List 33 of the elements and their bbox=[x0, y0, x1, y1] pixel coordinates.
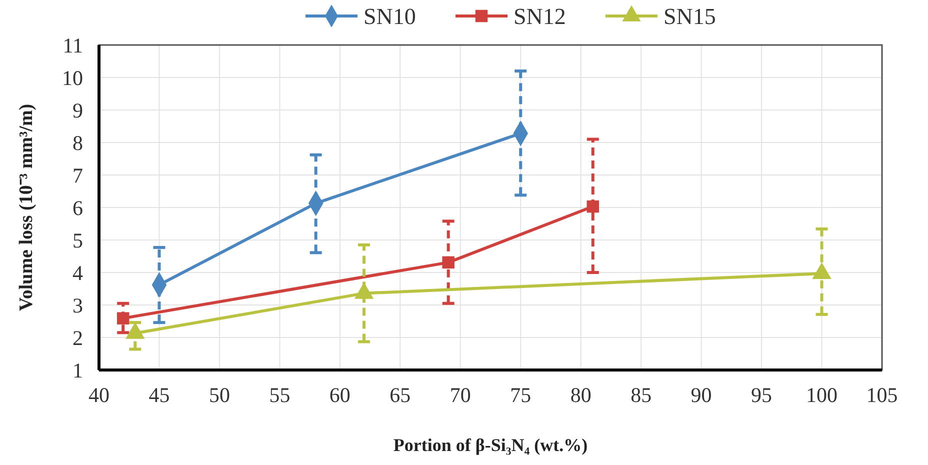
y-tick-label: 5 bbox=[72, 228, 83, 252]
y-tick-label: 7 bbox=[72, 163, 83, 188]
x-tick-label: 55 bbox=[269, 383, 290, 407]
x-tick-label: 50 bbox=[208, 383, 230, 407]
x-tick-label: 95 bbox=[751, 383, 772, 407]
y-tick-label: 6 bbox=[72, 196, 83, 220]
x-tick-label: 40 bbox=[88, 383, 110, 407]
point bbox=[586, 200, 600, 213]
x-axis-title: Portion of β-Si₃N₄ (wt.%) bbox=[393, 435, 588, 455]
y-tick-label: 1 bbox=[72, 358, 83, 382]
x-tick-label: 85 bbox=[630, 383, 652, 407]
y-tick-label: 2 bbox=[72, 326, 83, 350]
y-tick-label: 8 bbox=[72, 130, 83, 155]
x-tick-label: 60 bbox=[329, 383, 350, 407]
point bbox=[442, 256, 454, 269]
x-tick-label: 100 bbox=[806, 383, 838, 407]
y-tick-label: 10 bbox=[62, 66, 83, 90]
y-axis-title: Volume loss (10⁻³ mm³/m) bbox=[16, 104, 37, 312]
x-tick-label: 65 bbox=[390, 383, 411, 407]
x-tick-label: 105 bbox=[866, 383, 898, 407]
x-tick-label: 45 bbox=[148, 383, 170, 407]
y-tick-label: 11 bbox=[62, 33, 83, 58]
x-tick-label: 90 bbox=[690, 383, 712, 407]
x-tick-label: 70 bbox=[450, 383, 471, 407]
legend-label: SN10 bbox=[364, 4, 416, 30]
y-tick-label: 3 bbox=[72, 293, 83, 318]
y-tick-label: 4 bbox=[72, 260, 84, 285]
x-tick-label: 75 bbox=[510, 383, 532, 407]
x-tick-label: 80 bbox=[570, 383, 592, 407]
legend-label: SN12 bbox=[514, 4, 566, 30]
y-tick-label: 9 bbox=[72, 98, 83, 122]
point bbox=[116, 312, 130, 324]
legend-label: SN15 bbox=[664, 4, 716, 30]
